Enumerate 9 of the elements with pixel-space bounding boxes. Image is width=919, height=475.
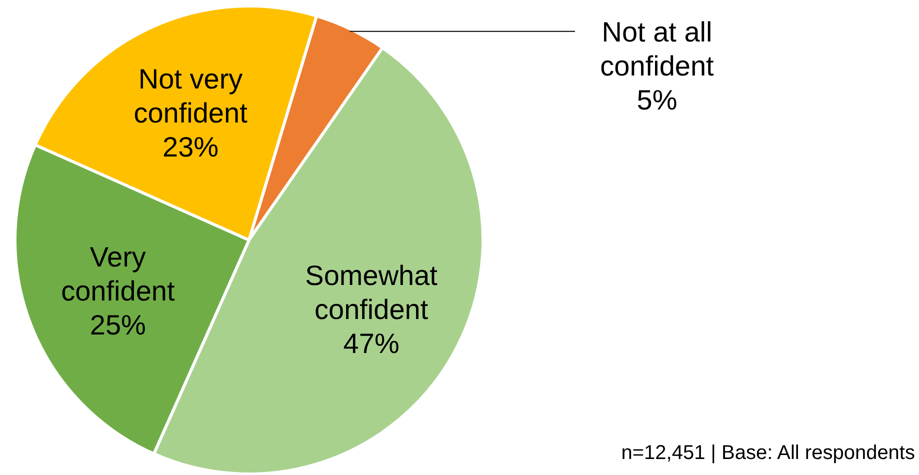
text: n=12,451 | Base: All respondents <box>621 442 915 464</box>
slice-label: Not at all confident <box>600 16 714 82</box>
slice-label: Not very confident <box>134 63 248 128</box>
data-label: 25% <box>90 309 146 340</box>
data-label: 5% <box>636 84 678 116</box>
data-label: 23% <box>162 131 219 162</box>
slice-label: Somewhat confident <box>305 260 438 325</box>
slice-label: Very confident <box>61 241 175 306</box>
data-label: 47% <box>343 328 400 359</box>
